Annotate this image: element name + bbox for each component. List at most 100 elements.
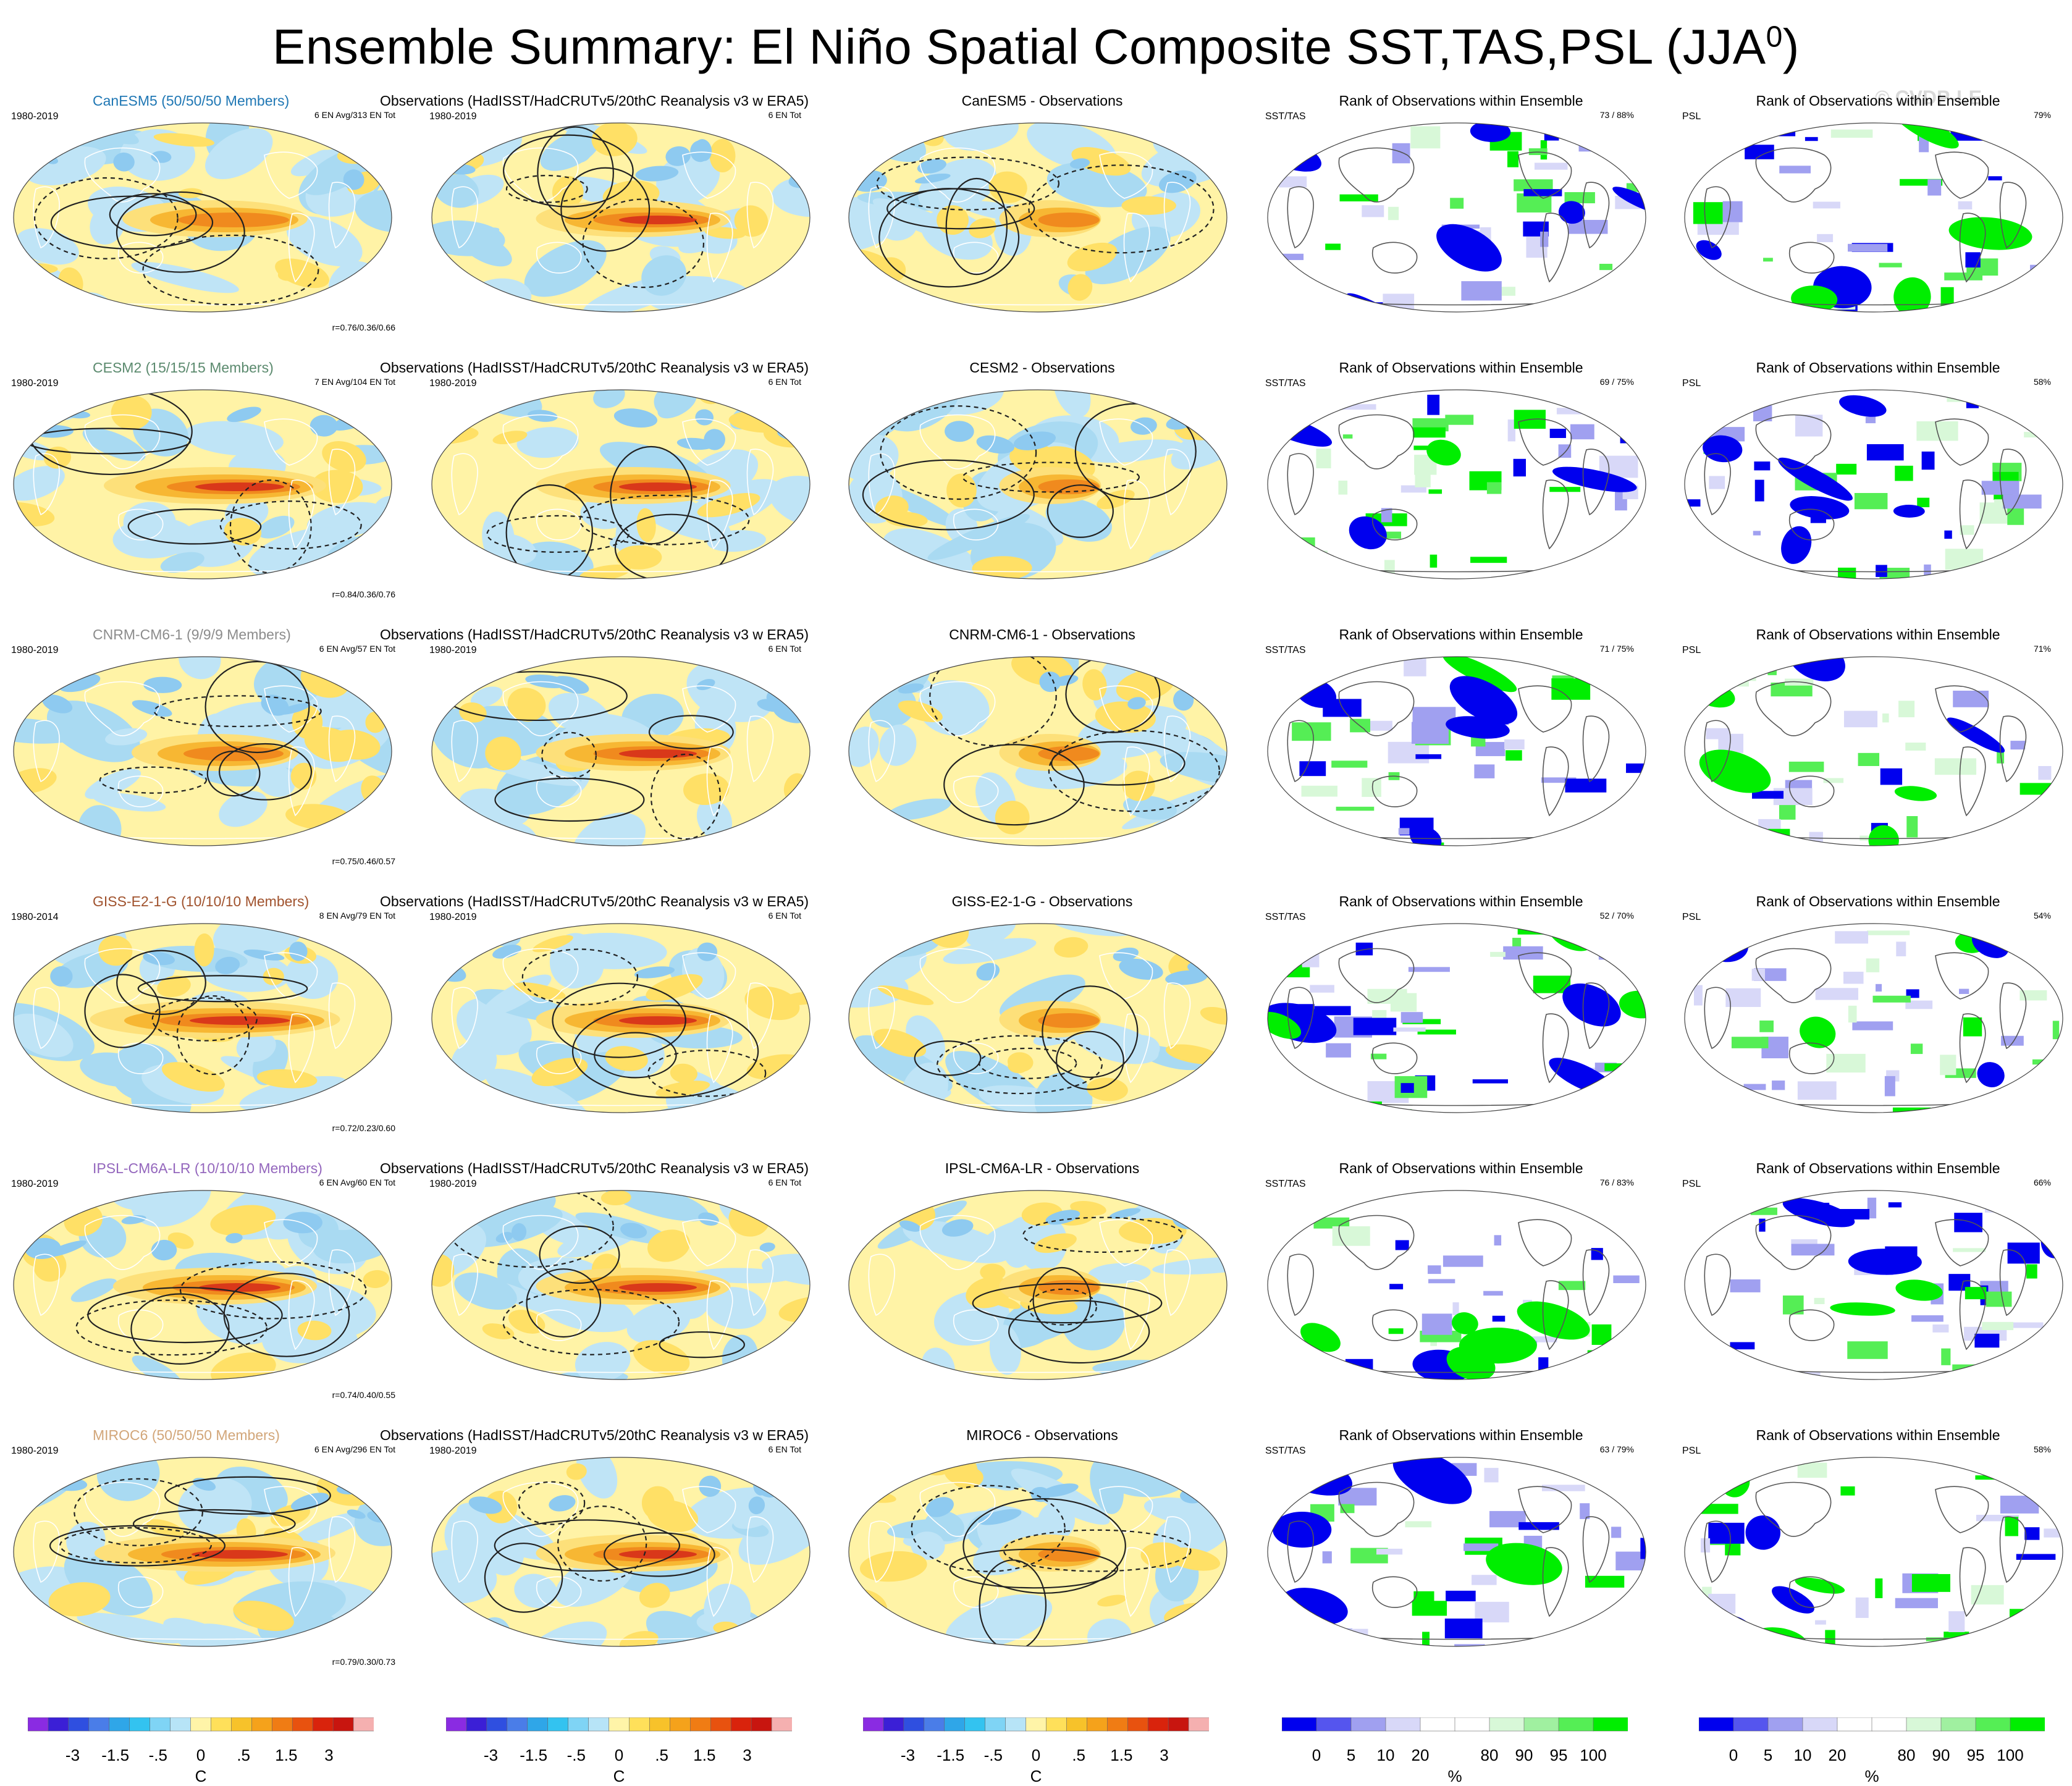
colorbar-swatch	[528, 1717, 548, 1731]
colorbar-swatch	[2010, 1717, 2045, 1731]
model-composite-map	[11, 388, 394, 581]
colorbar-tick-label: 1.5	[693, 1746, 715, 1765]
colorbar-swatch	[1489, 1717, 1525, 1731]
colorbar-swatch	[1282, 1717, 1317, 1731]
colorbar-swatch	[1168, 1717, 1189, 1731]
colorbar-tick-label: 0	[615, 1746, 623, 1765]
panel-observations: Observations (HadISST/HadCRUTv5/20thC Re…	[418, 875, 832, 1142]
colorbar-swatch	[649, 1717, 670, 1731]
colorbar-swatches	[1282, 1717, 1628, 1745]
pattern-correlation: r=0.74/0.40/0.55	[332, 1390, 395, 1400]
rank-title: Rank of Observations within Ensemble	[1254, 93, 1668, 109]
observed-composite-map	[429, 1455, 812, 1648]
colorbar-swatch	[1976, 1717, 2011, 1731]
colorbar-swatch	[466, 1717, 487, 1731]
rank-sst-tas-map	[1265, 1455, 1648, 1648]
rank-psl-map	[1682, 388, 2065, 581]
colorbar-tick-label: 10	[1794, 1746, 1812, 1765]
colorbar-swatch	[313, 1717, 333, 1731]
colorbar-tick-label: 95	[1967, 1746, 1985, 1765]
rank-psl-map	[1682, 1455, 2065, 1648]
rank-psl-map	[1682, 1189, 2065, 1381]
rank-title: Rank of Observations within Ensemble	[1671, 1160, 2072, 1177]
colorbar-swatch	[945, 1717, 965, 1731]
panel-model-mean: IPSL-CM6A-LR (10/10/10 Members)1980-2019…	[0, 1142, 414, 1409]
colorbar-swatches	[1699, 1717, 2045, 1745]
colorbar-swatch	[231, 1717, 251, 1731]
model-composite-map	[11, 922, 394, 1114]
rank-psl-map	[1682, 121, 2065, 314]
model-members-title: MIROC6 (50/50/50 Members)	[93, 1427, 280, 1444]
colorbar-swatch	[1316, 1717, 1352, 1731]
model-members-title: IPSL-CM6A-LR (10/10/10 Members)	[93, 1160, 322, 1177]
colorbar-swatch	[670, 1717, 690, 1731]
rank-sst-tas-percent: 71 / 75%	[1600, 644, 1634, 654]
colorbar-swatch	[965, 1717, 985, 1731]
model-members-title: GISS-E2-1-G (10/10/10 Members)	[93, 893, 309, 910]
colorbar-tick-label: 3	[324, 1746, 333, 1765]
colorbar-swatch	[1351, 1717, 1386, 1731]
colorbar-swatch	[1699, 1717, 1734, 1731]
difference-map	[846, 121, 1229, 314]
rank-sst-tas-map	[1265, 1189, 1648, 1381]
colorbar-swatch	[446, 1717, 466, 1731]
rank-sst-tas-map	[1265, 655, 1648, 848]
colorbar-tick-label: -1.5	[520, 1746, 547, 1765]
ensemble-count: 7 EN Avg/104 EN Tot	[314, 377, 395, 387]
colorbar-swatch	[89, 1717, 109, 1731]
observations-title: Observations (HadISST/HadCRUTv5/20thC Re…	[380, 1427, 809, 1444]
colorbar-tick-label: 20	[1412, 1746, 1430, 1765]
rank-sst-tas-map	[1265, 121, 1648, 314]
colorbar-swatch	[629, 1717, 649, 1731]
ensemble-count: 8 EN Avg/79 EN Tot	[319, 911, 395, 920]
observed-composite-map	[429, 655, 812, 848]
colorbar-swatch	[1189, 1717, 1209, 1731]
colorbar-swatch	[171, 1717, 191, 1731]
observation-count: 6 EN Tot	[769, 110, 801, 120]
model-composite-map	[11, 121, 394, 314]
colorbar-swatches	[28, 1717, 374, 1745]
colorbar-swatch	[150, 1717, 171, 1731]
colorbar-swatch	[1837, 1717, 1872, 1731]
colorbar-tick-label: 80	[1898, 1746, 1916, 1765]
observation-count: 6 EN Tot	[769, 911, 801, 920]
pattern-correlation: r=0.84/0.36/0.76	[332, 589, 395, 599]
colorbar-swatch	[1148, 1717, 1168, 1731]
model-members-title: CanESM5 (50/50/50 Members)	[93, 93, 289, 109]
model-composite-map	[11, 655, 394, 848]
colorbar-tick-label: -.5	[984, 1746, 1003, 1765]
difference-map	[846, 922, 1229, 1114]
rank-title: Rank of Observations within Ensemble	[1254, 893, 1668, 910]
observed-composite-map	[429, 388, 812, 581]
pattern-correlation: r=0.72/0.23/0.60	[332, 1123, 395, 1133]
colorbar-unit: C	[1030, 1767, 1042, 1786]
rank-title: Rank of Observations within Ensemble	[1671, 626, 2072, 643]
colorbar-swatch	[1593, 1717, 1628, 1731]
colorbar-swatch	[48, 1717, 69, 1731]
observations-title: Observations (HadISST/HadCRUTv5/20thC Re…	[380, 360, 809, 376]
panel-observations: Observations (HadISST/HadCRUTv5/20thC Re…	[418, 341, 832, 608]
rank-title: Rank of Observations within Ensemble	[1671, 360, 2072, 376]
colorbar-tick-label: 90	[1515, 1746, 1533, 1765]
colorbar-tick-label: 80	[1481, 1746, 1499, 1765]
pattern-correlation: r=0.79/0.30/0.73	[332, 1657, 395, 1667]
panel-difference: CanESM5 - Observations	[835, 74, 1249, 341]
rank-sst-tas-percent: 69 / 75%	[1600, 377, 1634, 387]
colorbar-tick-label: -.5	[149, 1746, 167, 1765]
difference-map	[846, 1189, 1229, 1381]
observations-title: Observations (HadISST/HadCRUTv5/20thC Re…	[380, 893, 809, 910]
pattern-correlation: r=0.76/0.36/0.66	[332, 322, 395, 332]
colorbar-swatch	[731, 1717, 751, 1731]
colorbar-swatch	[1906, 1717, 1942, 1731]
model-composite-map	[11, 1455, 394, 1648]
rank-title: Rank of Observations within Ensemble	[1254, 360, 1668, 376]
colorbar-tick-label: 100	[1997, 1746, 2023, 1765]
